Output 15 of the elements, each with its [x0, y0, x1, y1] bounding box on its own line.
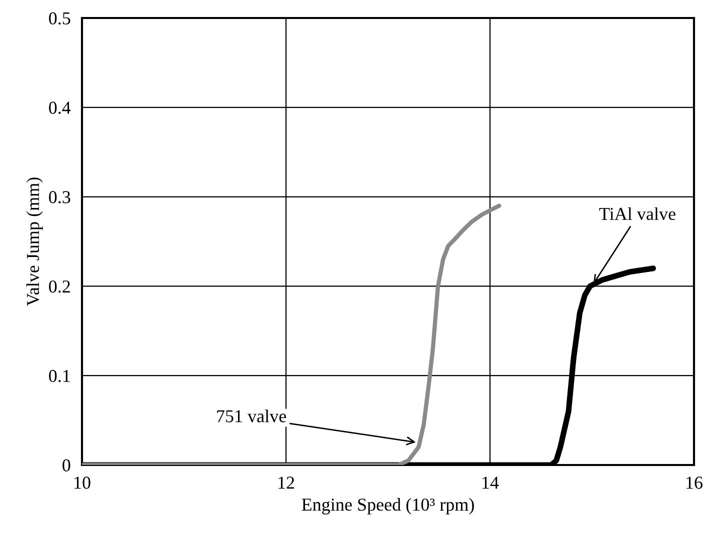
y-axis-title: Valve Jump (mm): [26, 178, 43, 306]
y-tick-label: 0.5: [49, 12, 70, 25]
x-tick-label: 10: [74, 476, 90, 489]
x-axis-title: Engine Speed (10³ rpm): [302, 498, 474, 514]
annotation: 751 valve: [217, 410, 286, 422]
x-tick-label: 12: [278, 476, 294, 489]
annotation: TiAl valve: [599, 207, 676, 220]
y-tick-label: 0.3: [49, 191, 70, 204]
x-tick-label: 16: [686, 476, 702, 489]
y-tick-label: 0: [62, 459, 70, 472]
line-series: [82, 204, 502, 465]
y-tick-label: 0.2: [49, 280, 70, 293]
x-tick-label: 14: [482, 476, 499, 489]
y-tick-label: 0.4: [49, 102, 71, 114]
y-tick-label: 0.1: [49, 370, 70, 382]
